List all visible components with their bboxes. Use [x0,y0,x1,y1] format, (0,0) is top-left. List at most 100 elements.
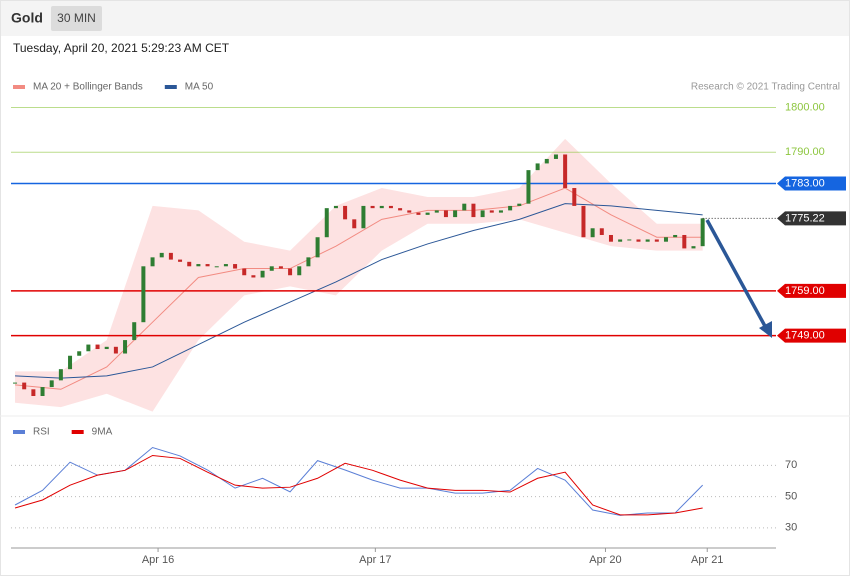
candle [654,239,659,242]
level-box [777,328,846,343]
legend-label: 9MA [92,427,113,438]
indicator-line [14,454,703,516]
timeframe-badge[interactable] [51,6,102,31]
candle [462,203,467,211]
candle [297,266,302,276]
candle [388,205,393,209]
candle [645,239,650,242]
candle [58,369,63,381]
indicator-line [14,446,704,516]
candle [608,234,613,242]
datetime: Tuesday, April 20, 2021 5:29:23 AM CET [13,41,230,55]
candle [535,163,540,171]
level-label: 1800.00 [785,101,825,113]
candle [123,340,128,354]
candle [104,346,109,350]
candle [324,208,329,238]
candle [196,264,201,267]
timeframe[interactable]: 30 MIN [57,11,96,25]
level-label: 1759.00 [785,285,825,297]
candle [673,234,678,238]
candle [269,266,274,271]
candle [68,355,73,370]
candle [700,218,705,247]
y-tick-label: 30 [785,522,797,534]
x-tick-label: Apr 16 [142,554,174,566]
candle [581,205,586,238]
candle [590,228,595,238]
candle [663,237,668,242]
candle [95,344,100,350]
candle [434,210,439,213]
instrument-title: Gold [11,10,43,26]
candle [425,212,430,215]
bollinger-band [15,138,703,412]
moving-average [14,187,703,390]
candle [150,257,155,267]
candle [205,264,210,267]
legend-swatch [13,430,25,434]
x-tick-label: Apr 20 [589,554,621,566]
legend-swatch [13,85,25,89]
candle [618,239,623,242]
candle [343,205,348,220]
candle [563,154,568,189]
candle [682,234,687,249]
candle [471,203,476,218]
candle [251,275,256,278]
candle [517,203,522,206]
candle [361,205,366,229]
candle [572,188,577,206]
candle [31,389,36,397]
candle [168,252,173,260]
candle [113,346,118,354]
candle [480,210,485,218]
level-label: 1783.00 [785,177,825,189]
candle [370,205,375,209]
candle [86,344,91,352]
candle [416,212,421,215]
candle [636,239,641,242]
candle [407,210,412,213]
legend-swatch [71,430,84,434]
candle [49,380,54,388]
candle [306,257,311,267]
candle [526,170,531,204]
candle [242,268,247,276]
candle [691,246,696,249]
level-label: 1790.00 [785,146,825,158]
forecast-arrowhead [759,321,772,338]
candle [278,266,283,269]
legend-label: MA 20 + Bollinger Bands [33,82,143,93]
candle [22,382,27,390]
candle [315,237,320,258]
candle [159,252,164,258]
y-tick-label: 50 [785,490,797,502]
candle [13,382,18,384]
candle [453,210,458,218]
credit: Research © 2021 Trading Central [691,82,840,93]
candle [508,205,513,211]
forecast-arrow [705,219,768,329]
legend-swatch [164,85,177,89]
candle [498,210,503,213]
candle [223,264,228,267]
candle [489,210,494,213]
candle [544,158,549,164]
candle [288,268,293,276]
candle [260,270,265,278]
header-bar [0,0,850,36]
candle [132,322,137,341]
candle [379,205,384,209]
legend-label: RSI [33,427,50,438]
level-label: 1749.00 [785,330,825,342]
candle [77,351,82,356]
moving-average [15,203,703,379]
candle [333,205,338,209]
y-tick-label: 70 [785,459,797,471]
x-tick-label: Apr 17 [359,554,391,566]
candle [352,219,357,229]
candle [40,387,45,397]
